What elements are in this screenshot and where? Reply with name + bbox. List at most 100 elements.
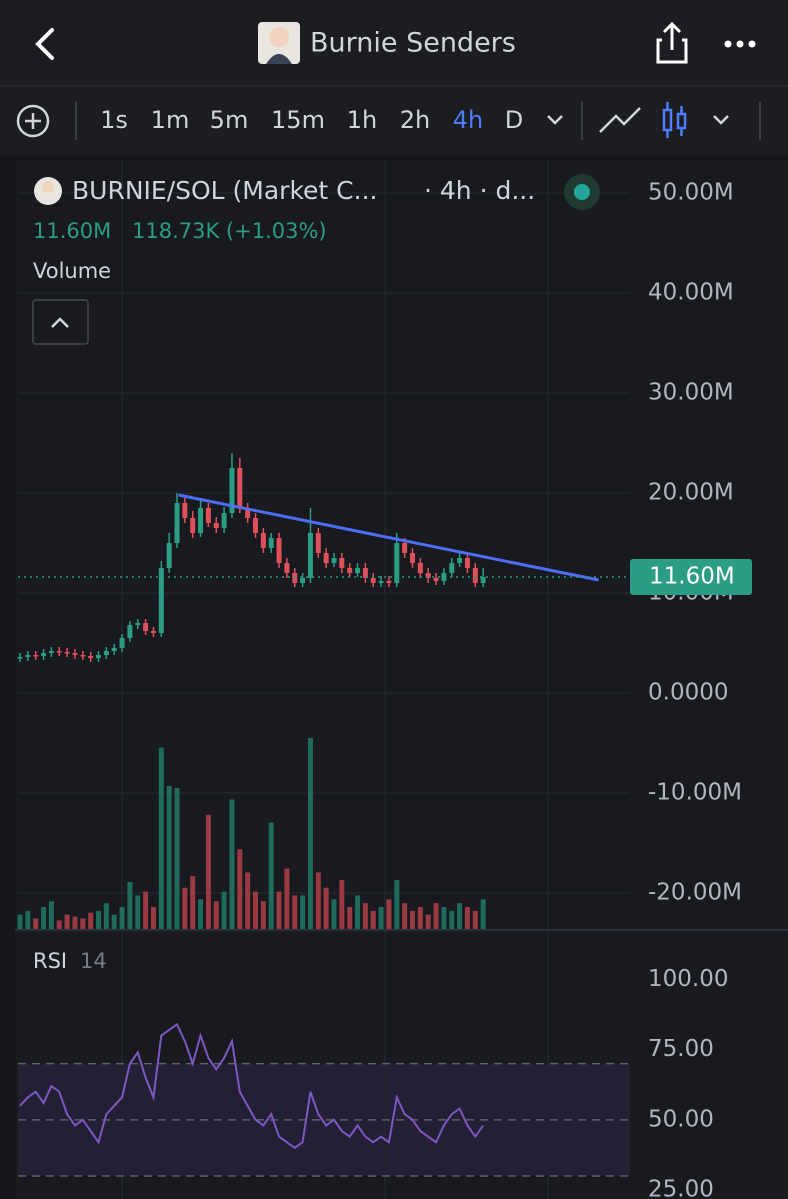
legend-close: 11.60M [33,219,111,243]
volume-bar [17,914,23,930]
candle-body [323,553,329,563]
candle-body [292,573,298,583]
chart-panel [15,160,788,1199]
volume-bar [245,872,251,930]
more-button[interactable] [724,40,756,48]
candle-body [174,503,180,543]
volume-bar [33,918,39,930]
candle-body [119,638,125,648]
candle-body [441,573,447,581]
volume-bar [127,882,133,930]
candle-style-button[interactable] [662,102,687,138]
candle-body [347,568,353,573]
volume-bar [276,891,282,930]
volume-bar [378,906,384,930]
volume-bar [80,918,86,930]
candle-body [41,653,47,656]
interval-button[interactable]: 1s [100,106,128,134]
volume-bar [307,738,313,930]
y-tick-label: 0.0000 [648,680,728,706]
add-indicator-button[interactable] [16,104,50,138]
candle-body [64,652,70,654]
candle-body [198,508,204,533]
volume-bar [237,849,243,930]
interval-button[interactable]: 15m [271,106,325,134]
candle-body [386,581,392,583]
volume-bar [355,895,361,930]
volume-bar [425,914,431,930]
rsi-label: RSI [33,949,67,973]
volume-bar [394,880,400,930]
y-tick-label: -10.00M [648,780,742,806]
volume-bar [410,910,415,930]
top-bar-bg [0,0,788,155]
candle-body [253,518,258,533]
style-dropdown[interactable] [713,115,729,125]
volume-bar [56,920,62,930]
candle-body [457,558,463,563]
collapse-button[interactable] [32,299,89,345]
interval-button[interactable]: 5m [210,106,249,134]
candle-body [276,538,282,563]
y-tick-label: 20.00M [648,480,734,506]
volume-bar [229,799,235,930]
candle-body [96,655,101,658]
candle-body [355,568,361,573]
symbol-subtitle: · 4h · d... [424,176,535,205]
candle-body [417,563,423,573]
volume-bar [96,910,101,930]
candle-body [237,468,243,508]
volume-bar [449,910,455,930]
volume-bar [190,876,196,930]
last-price-tag [630,559,752,595]
interval-button[interactable]: 1h [347,106,377,134]
volume-bar [339,880,345,930]
trendline[interactable] [178,493,599,582]
candle-body [88,656,94,658]
candle-body [339,558,345,568]
candle-body [433,578,439,581]
volume-bar [72,916,78,930]
candle-body [111,648,117,651]
rsi-line [19,1022,484,1150]
candle-body [284,563,290,573]
candle-body [205,508,211,523]
candle-body [213,523,219,528]
candle-body [245,508,251,518]
rsi-length: 14 [80,949,107,973]
avatar [258,22,300,64]
candle-body [182,503,188,518]
interval-dropdown[interactable] [547,115,563,125]
candle-body [480,577,486,583]
volume-bar [253,891,258,930]
rsi-tick-label: 75.00 [648,1036,714,1062]
volume-bar [347,906,353,930]
interval-button[interactable]: 2h [400,106,430,134]
volume-bar [174,787,180,930]
volume-bar [284,868,290,930]
interval-button[interactable]: 1m [151,106,190,134]
volume-bar [315,872,321,930]
candle-body [48,651,54,653]
volume-bar [205,814,211,930]
candle-body [402,543,408,553]
candle-body [80,655,86,657]
interval-button[interactable]: 4h [453,106,483,134]
candle-body [33,655,39,657]
volume-bar [198,899,204,930]
symbol-title: BURNIE/SOL (Market C... [72,176,377,205]
interval-button[interactable]: D [505,106,523,134]
volume-bar [260,901,266,930]
volume-bar [213,901,219,930]
volume-bar [64,914,70,930]
candle-body [410,553,415,563]
status-dot [574,184,590,200]
line-tool[interactable] [599,107,641,133]
volume-bar [150,906,156,930]
volume-bar [472,910,478,930]
candle-body [166,543,172,568]
share-button[interactable] [656,21,688,64]
volume-bar [292,895,298,930]
back-button[interactable] [35,28,54,60]
candle-body [268,538,274,548]
